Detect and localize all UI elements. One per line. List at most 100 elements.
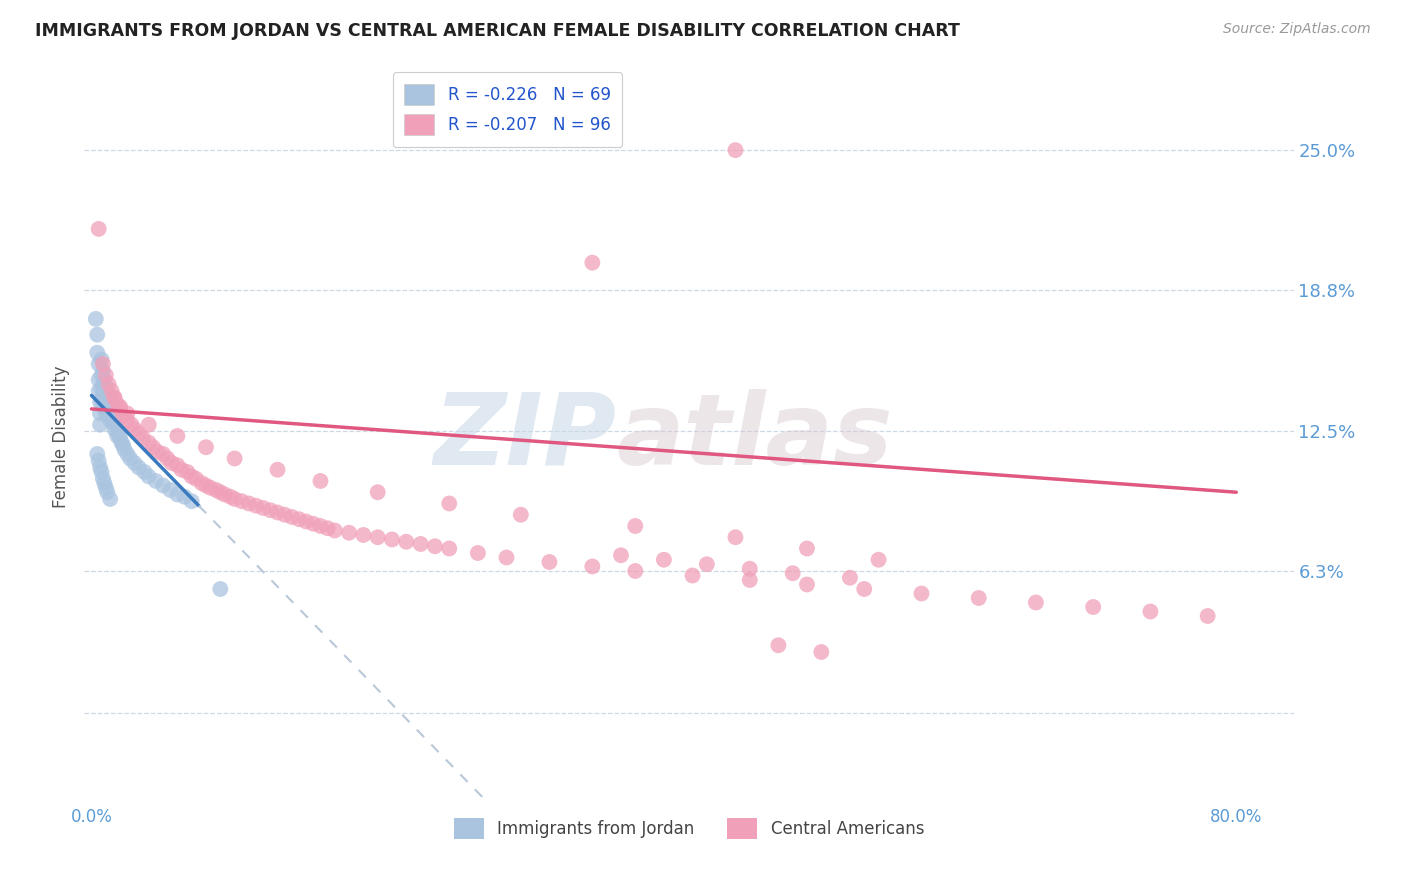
Point bbox=[93, 384, 115, 398]
Point bbox=[104, 417, 127, 432]
Point bbox=[90, 352, 112, 367]
Point bbox=[101, 416, 124, 430]
Point bbox=[89, 417, 111, 432]
Point bbox=[94, 388, 117, 402]
Point bbox=[266, 506, 288, 520]
Point bbox=[159, 483, 181, 497]
Point bbox=[724, 530, 747, 544]
Point bbox=[337, 525, 360, 540]
Point bbox=[696, 558, 718, 572]
Point bbox=[166, 487, 188, 501]
Point bbox=[89, 395, 111, 409]
Point bbox=[190, 476, 212, 491]
Point bbox=[495, 550, 517, 565]
Point bbox=[93, 476, 115, 491]
Point bbox=[166, 429, 188, 443]
Point bbox=[180, 469, 202, 483]
Point bbox=[108, 400, 131, 414]
Point bbox=[145, 474, 167, 488]
Point bbox=[724, 143, 747, 157]
Point bbox=[94, 379, 117, 393]
Point bbox=[97, 409, 120, 423]
Point bbox=[101, 409, 124, 423]
Point bbox=[89, 460, 111, 475]
Point bbox=[682, 568, 704, 582]
Point bbox=[467, 546, 489, 560]
Point bbox=[103, 391, 125, 405]
Point bbox=[91, 472, 114, 486]
Point bbox=[86, 447, 108, 461]
Point bbox=[107, 426, 129, 441]
Point bbox=[200, 481, 222, 495]
Point bbox=[381, 533, 404, 547]
Text: IMMIGRANTS FROM JORDAN VS CENTRAL AMERICAN FEMALE DISABILITY CORRELATION CHART: IMMIGRANTS FROM JORDAN VS CENTRAL AMERIC… bbox=[35, 22, 960, 40]
Point bbox=[652, 553, 675, 567]
Point bbox=[96, 395, 118, 409]
Point bbox=[124, 456, 146, 470]
Point bbox=[323, 524, 346, 538]
Point bbox=[93, 395, 115, 409]
Point bbox=[316, 521, 339, 535]
Point bbox=[838, 571, 860, 585]
Point bbox=[117, 447, 139, 461]
Point bbox=[238, 496, 260, 510]
Point bbox=[128, 460, 150, 475]
Text: Source: ZipAtlas.com: Source: ZipAtlas.com bbox=[1223, 22, 1371, 37]
Point bbox=[93, 373, 115, 387]
Point bbox=[90, 392, 112, 407]
Point bbox=[768, 638, 790, 652]
Point bbox=[105, 422, 128, 436]
Point bbox=[108, 401, 131, 416]
Point bbox=[219, 490, 242, 504]
Point bbox=[173, 490, 195, 504]
Point bbox=[121, 417, 143, 432]
Point bbox=[224, 451, 246, 466]
Point bbox=[100, 411, 122, 425]
Point bbox=[98, 397, 121, 411]
Point bbox=[796, 541, 818, 556]
Point bbox=[97, 400, 120, 414]
Point bbox=[309, 474, 332, 488]
Point bbox=[87, 384, 110, 398]
Point bbox=[105, 429, 128, 443]
Point bbox=[273, 508, 295, 522]
Point bbox=[581, 559, 603, 574]
Point bbox=[180, 494, 202, 508]
Point bbox=[90, 382, 112, 396]
Point bbox=[97, 392, 120, 407]
Point bbox=[195, 440, 218, 454]
Point bbox=[98, 491, 121, 506]
Point bbox=[87, 222, 110, 236]
Point bbox=[87, 373, 110, 387]
Point bbox=[96, 386, 118, 401]
Point bbox=[91, 377, 114, 392]
Point bbox=[209, 582, 232, 596]
Point bbox=[94, 481, 117, 495]
Point bbox=[738, 573, 761, 587]
Point bbox=[90, 368, 112, 383]
Point bbox=[156, 451, 179, 466]
Point bbox=[538, 555, 561, 569]
Point bbox=[796, 577, 818, 591]
Point bbox=[439, 541, 461, 556]
Point bbox=[224, 491, 246, 506]
Point bbox=[108, 431, 131, 445]
Point bbox=[94, 368, 117, 383]
Point bbox=[138, 469, 160, 483]
Point bbox=[231, 494, 253, 508]
Point bbox=[87, 357, 110, 371]
Point bbox=[98, 407, 121, 421]
Point bbox=[266, 463, 288, 477]
Point bbox=[91, 364, 114, 378]
Point bbox=[105, 397, 128, 411]
Point bbox=[281, 510, 304, 524]
Point bbox=[103, 413, 125, 427]
Point bbox=[367, 530, 389, 544]
Point bbox=[152, 478, 174, 492]
Point bbox=[89, 407, 111, 421]
Point bbox=[810, 645, 832, 659]
Point bbox=[868, 553, 890, 567]
Point bbox=[170, 463, 193, 477]
Point bbox=[288, 512, 311, 526]
Point bbox=[84, 312, 107, 326]
